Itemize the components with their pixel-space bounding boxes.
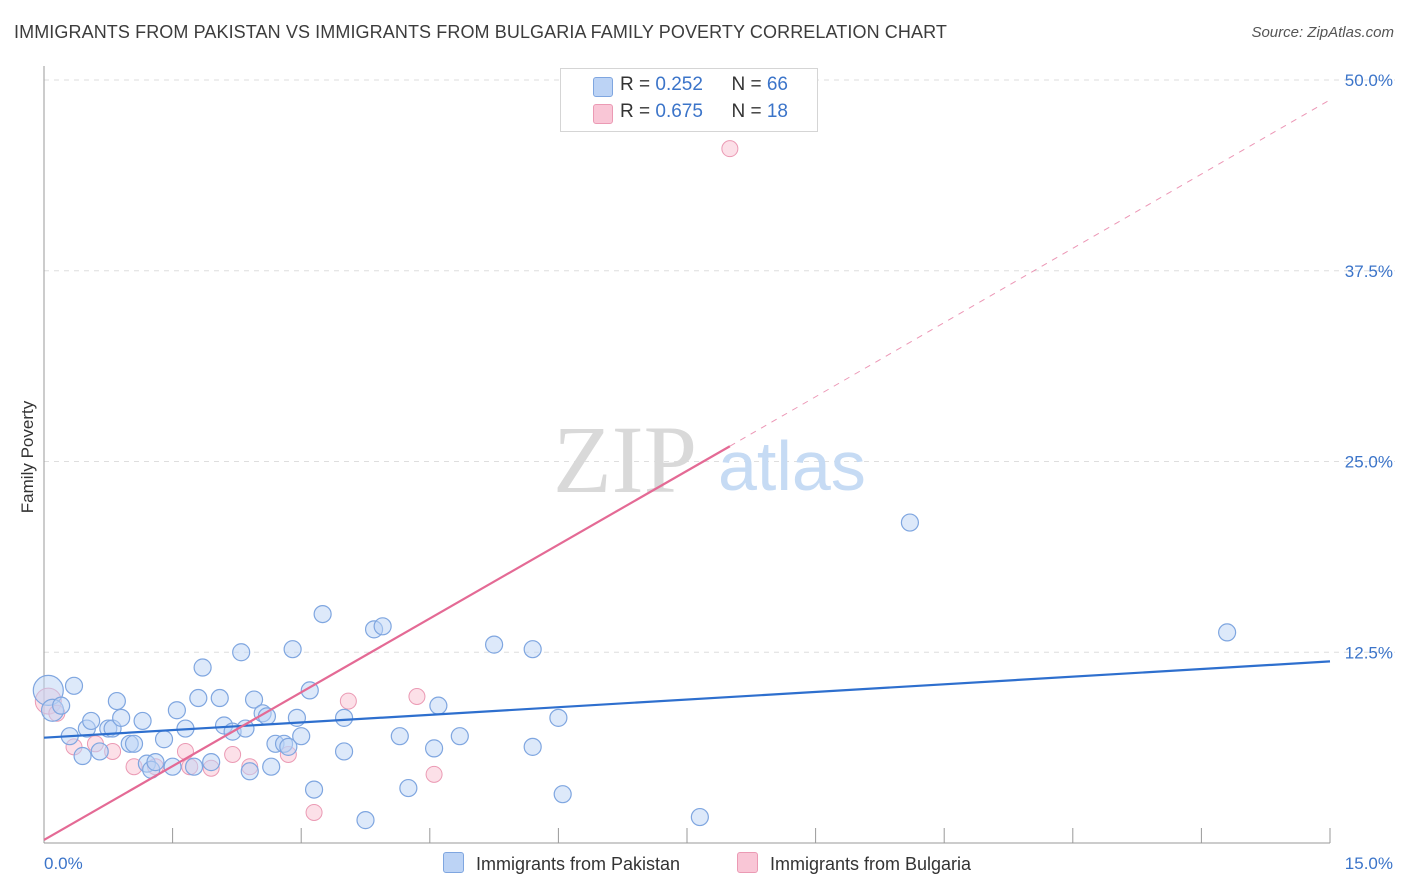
pakistan-point [523, 737, 542, 756]
chart-title: IMMIGRANTS FROM PAKISTAN VS IMMIGRANTS F… [14, 22, 947, 42]
pakistan-point [373, 617, 392, 636]
legend-swatch-pakistan [593, 77, 613, 97]
pakistan-point [313, 604, 332, 624]
bulgaria-point [408, 688, 426, 706]
pakistan-point [690, 807, 709, 827]
pakistan-point [244, 690, 264, 709]
bulgaria-point [176, 742, 194, 760]
pakistan-point [133, 711, 152, 731]
legend-r-value: 0.252 [655, 74, 703, 95]
bottom-legend-swatch-pakistan [443, 852, 464, 873]
pakistan-point [1218, 623, 1237, 642]
pakistan-point [304, 780, 324, 799]
bottom-legend-swatch-bulgaria [737, 852, 758, 873]
pakistan-point [146, 753, 165, 772]
legend-r-value: 0.675 [655, 101, 703, 122]
bottom-legend-label-pakistan: Immigrants from Pakistan [476, 854, 681, 874]
x-tick-label: 15.0% [1345, 854, 1393, 873]
pakistan-point [549, 708, 568, 727]
bottom-legend-label-bulgaria: Immigrants from Bulgaria [770, 854, 972, 874]
pakistan-point [240, 762, 259, 781]
pakistan-point [283, 640, 302, 659]
watermark-zip: ZIP [553, 406, 697, 513]
legend-swatch-bulgaria [593, 104, 613, 124]
pakistan-point [334, 708, 354, 727]
pakistan-point [523, 640, 542, 659]
pakistan-point [107, 691, 126, 711]
pakistan-point [184, 757, 204, 776]
y-tick-label: 37.5% [1345, 262, 1393, 281]
y-tick-label: 25.0% [1345, 453, 1393, 472]
bulgaria-point [305, 803, 323, 821]
legend-n-value: 66 [766, 74, 788, 95]
pakistan-point [262, 757, 281, 776]
pakistan-point [450, 727, 469, 746]
bulgaria-point [425, 765, 443, 783]
trendlines [43, 99, 1331, 841]
y-tick-label: 12.5% [1345, 643, 1393, 662]
pakistan-point [232, 643, 251, 662]
bulgaria-trendline [43, 445, 731, 841]
pakistan-point [424, 739, 444, 758]
bulgaria-point [339, 692, 357, 710]
pakistan-points [32, 513, 1237, 830]
pakistan-point [279, 737, 298, 756]
legend-r-label: R = [620, 74, 656, 95]
legend-row-pakistan: R = 0.252 N = 66 [593, 74, 788, 100]
bulgaria-point [721, 140, 739, 158]
pakistan-point [90, 742, 109, 761]
pakistan-point [292, 727, 311, 746]
pakistan-point [900, 513, 920, 532]
pakistan-point [334, 742, 354, 761]
correlation-legend: R = 0.252 N = 66 R = 0.675 N = 18 [560, 68, 818, 132]
pakistan-point [112, 708, 131, 727]
legend-n-label: N = [731, 74, 767, 95]
pakistan-point [154, 730, 174, 749]
pakistan-point [193, 658, 212, 677]
grid-layer [44, 79, 1395, 653]
bottom-legend-bulgaria: Immigrants from Bulgaria [737, 852, 971, 875]
legend-n-label: N = [731, 101, 767, 122]
pakistan-point [485, 635, 504, 654]
bulgaria-point [224, 745, 242, 763]
tick-labels: 12.5% 25.0% 37.5% 50.0% 0.0% 15.0% [44, 71, 1393, 873]
legend-n-value: 18 [766, 101, 788, 122]
pakistan-point [210, 688, 229, 708]
bulgaria-trendline-extension [729, 99, 1331, 447]
pakistan-point [399, 778, 418, 798]
pakistan-point [429, 696, 448, 715]
pakistan-point [73, 746, 92, 766]
pakistan-point [390, 727, 409, 746]
pakistan-point [553, 785, 572, 804]
x-tick-label: 0.0% [44, 854, 83, 873]
pakistan-point [82, 711, 101, 731]
pakistan-point [356, 811, 375, 830]
watermark-atlas: atlas [718, 427, 866, 505]
source-label: Source: ZipAtlas.com [1251, 24, 1394, 41]
pakistan-point [124, 734, 144, 753]
y-axis-label: Family Poverty [18, 400, 37, 513]
legend-r-label: R = [620, 101, 656, 122]
pakistan-point [189, 688, 208, 708]
pakistan-point [167, 701, 186, 720]
legend-row-bulgaria: R = 0.675 N = 18 [593, 101, 788, 127]
pakistan-point [202, 753, 221, 772]
watermark: ZIP atlas [553, 406, 866, 513]
bottom-legend-pakistan: Immigrants from Pakistan [443, 852, 680, 875]
pakistan-point [52, 696, 71, 715]
pakistan-point [64, 676, 84, 695]
pakistan-trendline [43, 660, 1331, 739]
y-tick-label: 50.0% [1345, 71, 1393, 90]
